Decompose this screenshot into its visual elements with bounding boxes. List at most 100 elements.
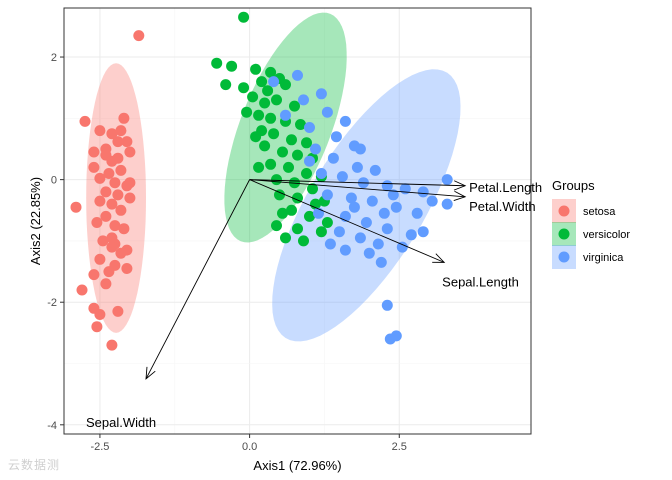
arrow-Petal.Width — [249, 179, 466, 198]
point-versicolor — [247, 91, 259, 103]
arrow-Sepal.Width — [145, 179, 251, 380]
point-virginica — [313, 207, 324, 219]
y-tick-label: -4 — [47, 420, 57, 432]
arrowhead-Petal.Length — [453, 180, 467, 191]
legend-label-versicolor: versicolor — [583, 229, 630, 241]
legend-label-setosa: setosa — [583, 206, 616, 218]
axes: -2.5 0.0 2.5 -4 -2 0 2 — [47, 52, 407, 453]
legend-title: Groups — [552, 178, 595, 193]
point-versicolor — [241, 106, 253, 118]
point-virginica — [339, 115, 351, 127]
point-setosa — [106, 128, 118, 140]
x-tick-label: -2.5 — [90, 441, 109, 453]
arrow-label-Sepal.Width: Sepal.Width — [86, 415, 156, 430]
data-points — [70, 11, 453, 351]
point-setosa — [112, 189, 124, 201]
point-virginica — [321, 189, 333, 201]
arrowhead-Sepal.Width — [145, 366, 156, 380]
point-virginica — [360, 217, 372, 228]
point-versicolor — [286, 134, 297, 146]
point-setosa — [88, 146, 100, 158]
point-versicolor — [301, 168, 312, 179]
x-tick-label: 2.5 — [392, 441, 407, 453]
legend-dot-virginica — [558, 251, 570, 263]
point-setosa — [94, 172, 106, 184]
arrow-Sepal.Length — [249, 179, 445, 263]
point-setosa — [121, 244, 133, 256]
point-versicolor — [298, 235, 309, 247]
y-tick-label: -2 — [47, 297, 57, 309]
x-tick-label: 0.0 — [242, 441, 257, 453]
point-setosa — [121, 263, 133, 274]
point-versicolor — [277, 146, 288, 158]
point-versicolor — [253, 109, 265, 121]
point-virginica — [354, 232, 366, 244]
point-versicolor — [259, 140, 271, 152]
point-virginica — [411, 207, 423, 219]
point-setosa — [103, 168, 115, 179]
arrow-label-Sepal.Length: Sepal.Length — [442, 274, 519, 289]
point-versicolor — [289, 100, 300, 112]
point-versicolor — [277, 207, 288, 219]
point-virginica — [268, 76, 280, 88]
point-virginica — [390, 330, 402, 342]
point-virginica — [417, 226, 429, 238]
y-tick-label: 0 — [51, 175, 57, 187]
point-versicolor — [226, 60, 238, 72]
point-virginica — [378, 207, 390, 219]
point-virginica — [310, 143, 321, 155]
ellipse-versicolor — [224, 12, 347, 243]
point-versicolor — [265, 66, 277, 78]
point-virginica — [315, 88, 327, 100]
legend-dot-setosa — [558, 205, 570, 217]
point-setosa — [79, 115, 91, 127]
point-versicolor — [286, 204, 297, 216]
point-virginica — [336, 171, 348, 183]
point-setosa — [109, 220, 121, 232]
point-setosa — [97, 235, 109, 247]
point-versicolor — [292, 223, 303, 235]
legend: Groups setosa versicolor virginica — [552, 178, 630, 269]
panel-border — [63, 7, 532, 435]
point-versicolor — [265, 112, 277, 124]
watermark: 云数据测 — [8, 458, 61, 472]
point-virginica — [292, 69, 303, 81]
point-setosa — [124, 146, 136, 158]
point-virginica — [345, 192, 357, 204]
point-setosa — [124, 192, 136, 204]
point-setosa — [112, 305, 124, 317]
point-versicolor — [292, 149, 303, 161]
point-versicolor — [283, 161, 294, 173]
legend-item-setosa: setosa — [552, 199, 616, 223]
point-versicolor — [274, 189, 285, 201]
point-virginica — [339, 244, 351, 256]
point-setosa — [70, 201, 82, 213]
point-versicolor — [256, 76, 268, 88]
point-virginica — [324, 238, 336, 250]
point-virginica — [351, 161, 363, 173]
point-versicolor — [315, 226, 327, 238]
point-setosa — [106, 339, 118, 351]
point-setosa — [106, 155, 118, 167]
x-axis-title: Axis1 (72.96%) — [253, 458, 341, 473]
point-versicolor — [321, 217, 333, 228]
point-setosa — [106, 198, 118, 210]
point-setosa — [112, 136, 124, 148]
point-virginica — [390, 201, 402, 213]
y-axis-title: Axis2 (22.85%) — [28, 177, 43, 265]
legend-item-versicolor: versicolor — [552, 222, 630, 246]
point-versicolor — [253, 161, 265, 173]
point-virginica — [333, 226, 345, 238]
point-versicolor — [268, 128, 280, 140]
point-setosa — [109, 177, 121, 189]
point-virginica — [372, 238, 384, 250]
point-virginica — [375, 256, 387, 268]
point-virginica — [381, 299, 393, 311]
point-virginica — [381, 223, 393, 235]
point-versicolor — [211, 57, 223, 69]
point-virginica — [366, 195, 378, 207]
point-setosa — [115, 204, 127, 216]
point-versicolor — [301, 137, 312, 149]
legend-dot-versicolor — [558, 228, 570, 240]
